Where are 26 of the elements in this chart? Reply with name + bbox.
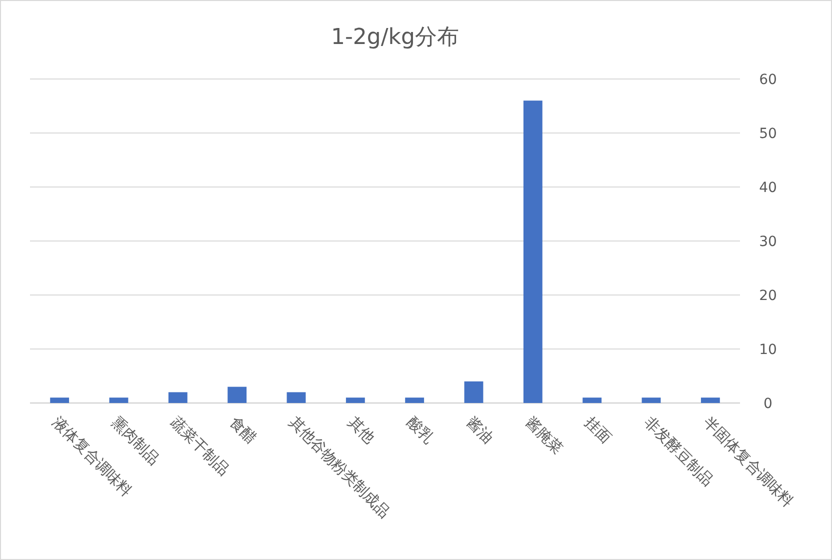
x-tick-label: 其他 [344, 413, 379, 448]
y-tick-label: 0 [764, 396, 772, 412]
y-tick-label: 40 [759, 180, 777, 196]
y-tick-label: 10 [759, 342, 777, 358]
bar [642, 398, 661, 403]
bar [464, 381, 484, 403]
y-tick-label: 20 [759, 288, 777, 304]
x-tick-label: 酱油 [462, 413, 497, 448]
bar [109, 398, 128, 403]
x-tick-label: 食醋 [226, 413, 260, 448]
x-tick-label: 挂面 [581, 413, 616, 448]
bar [286, 392, 306, 403]
bar [405, 398, 424, 403]
x-tick-label: 酸乳 [404, 413, 438, 448]
bar [582, 398, 602, 403]
bar [523, 100, 542, 403]
bar [50, 398, 70, 403]
bar [228, 386, 247, 403]
chart-title: 1-2g/kg分布 [330, 25, 460, 50]
y-tick-label: 60 [759, 72, 777, 88]
bar [168, 392, 188, 403]
x-tick-label: 酱腌菜 [522, 413, 567, 458]
bar [700, 398, 720, 403]
y-tick-label: 50 [759, 126, 777, 142]
bar [346, 398, 365, 403]
y-tick-label: 30 [759, 234, 777, 250]
